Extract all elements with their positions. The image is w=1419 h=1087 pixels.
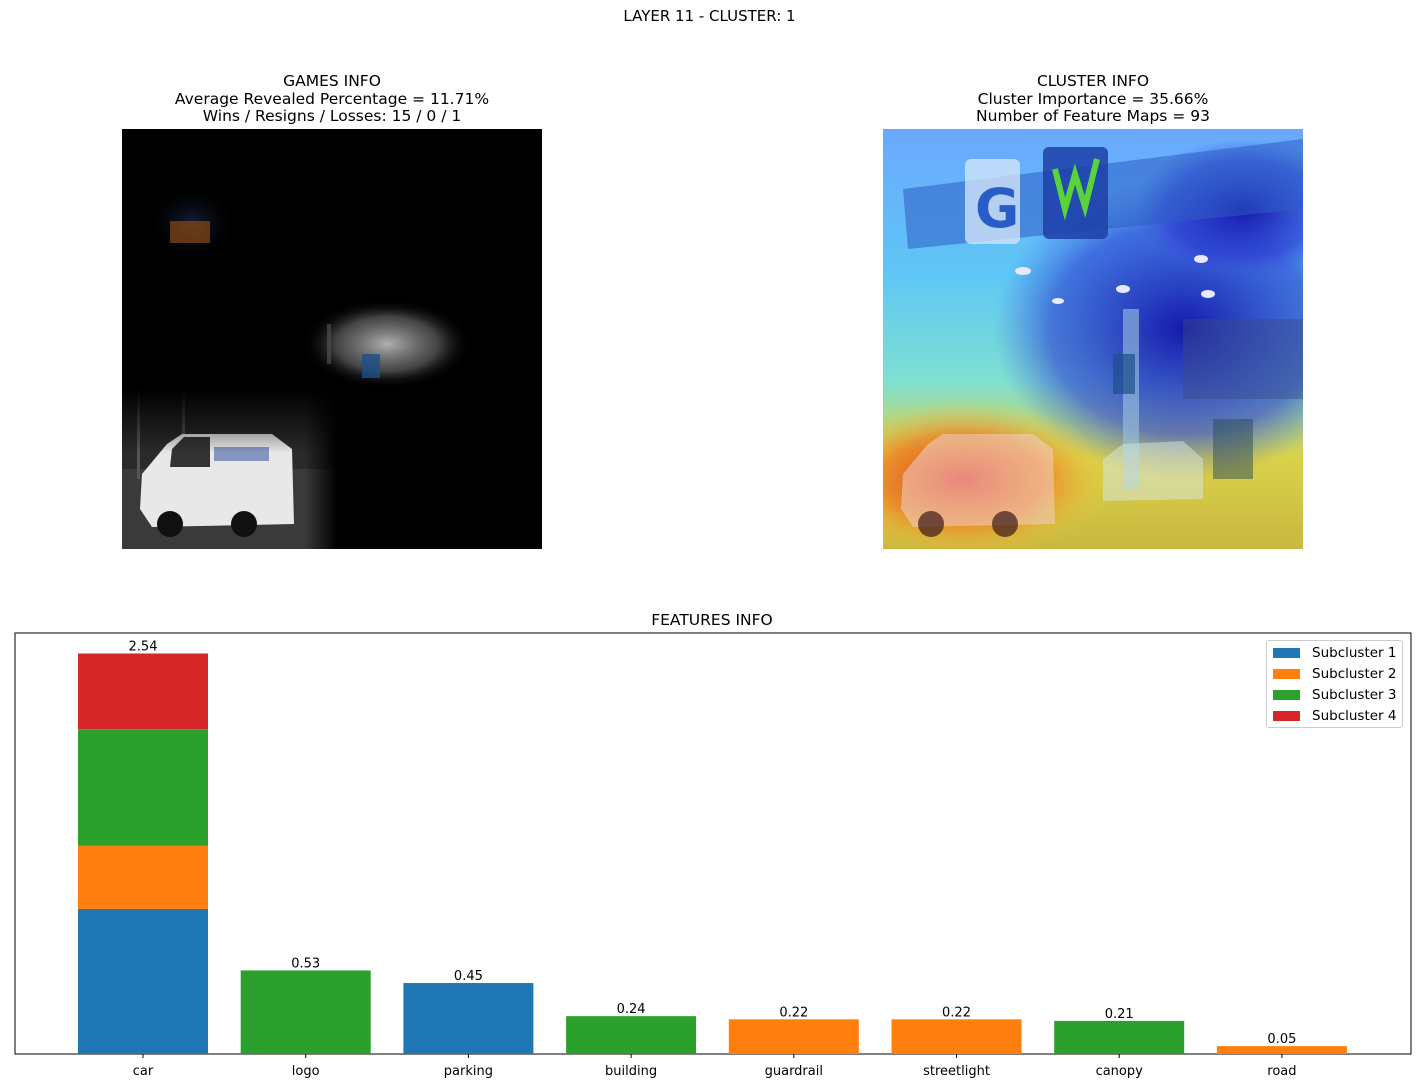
bar-guardrail-subcluster-2	[728, 1019, 859, 1054]
data-label-guardrail: 0.22	[779, 1005, 808, 1020]
x-tick-label-guardrail: guardrail	[765, 1064, 823, 1079]
bar-car-subcluster-3	[78, 729, 208, 846]
bar-logo-subcluster-3	[240, 970, 371, 1054]
bar-parking-subcluster-1	[403, 983, 534, 1054]
cluster-heatmap-image: G	[883, 129, 1303, 549]
legend-swatch	[1273, 648, 1300, 658]
legend-item-subcluster-2: Subcluster 2	[1273, 665, 1397, 683]
cluster-info-title: CLUSTER INFO	[1036, 72, 1150, 90]
legend-label: Subcluster 4	[1312, 708, 1397, 724]
bar-road-subcluster-2	[1216, 1046, 1347, 1054]
data-label-car: 2.54	[129, 639, 158, 654]
bar-building-subcluster-3	[566, 1016, 697, 1054]
legend-label: Subcluster 3	[1312, 687, 1397, 703]
x-tick-label-road: road	[1267, 1064, 1296, 1079]
chart-legend: Subcluster 1 Subcluster 2 Subcluster 3 Subc…	[1266, 640, 1403, 728]
x-tick-label-car: car	[133, 1064, 154, 1079]
data-label-canopy: 0.21	[1105, 1007, 1134, 1022]
legend-label: Subcluster 1	[1312, 645, 1397, 661]
bar-streetlight-subcluster-2	[891, 1019, 1022, 1054]
legend-swatch	[1273, 690, 1300, 700]
legend-label: Subcluster 2	[1312, 666, 1397, 682]
labels-layer: 2.54 car 0.53 logo 0.45 parking 0.24 building 0.…	[129, 639, 1297, 1079]
x-tick-label-canopy: canopy	[1096, 1064, 1144, 1079]
x-tick-label-building: building	[605, 1064, 657, 1079]
legend-swatch	[1273, 711, 1300, 721]
legend-item-subcluster-3: Subcluster 3	[1273, 686, 1397, 704]
average-revealed-percentage: Average Revealed Percentage = 11.71%	[174, 89, 490, 108]
legend-item-subcluster-1: Subcluster 1	[1273, 644, 1397, 662]
x-tick-label-streetlight: streetlight	[923, 1064, 990, 1079]
cluster-importance: Cluster Importance = 35.66%	[977, 89, 1209, 108]
chart-plot-frame	[14, 632, 1412, 1055]
games-info-header: GAMES INFO Average Revealed Percentage =…	[32, 72, 632, 126]
bar-canopy-subcluster-3	[1054, 1020, 1185, 1054]
chart-title: FEATURES INFO	[651, 611, 773, 629]
bar-car-subcluster-2	[78, 845, 208, 909]
games-info-title: GAMES INFO	[283, 72, 381, 90]
masked-revealed-image	[122, 129, 542, 549]
data-label-streetlight: 0.22	[942, 1005, 971, 1020]
revealed-image-art	[122, 129, 542, 549]
data-label-building: 0.24	[617, 1002, 646, 1017]
data-label-logo: 0.53	[291, 956, 320, 971]
figure-title: LAYER 11 - CLUSTER: 1	[623, 7, 796, 25]
data-label-parking: 0.45	[454, 969, 483, 984]
number-of-feature-maps: Number of Feature Maps = 93	[976, 107, 1210, 125]
legend-swatch	[1273, 669, 1300, 679]
x-tick-label-parking: parking	[444, 1064, 493, 1079]
data-label-road: 0.05	[1267, 1032, 1296, 1047]
cluster-info-header: CLUSTER INFO Cluster Importance = 35.66%…	[793, 72, 1393, 126]
bars-layer	[78, 653, 1347, 1054]
x-tick-label-logo: logo	[292, 1064, 320, 1079]
svg-text:G: G	[975, 177, 1019, 240]
bar-car-subcluster-1	[78, 908, 208, 1054]
legend-item-subcluster-4: Subcluster 4	[1273, 707, 1397, 725]
heatmap-overlay-art: G	[883, 129, 1303, 549]
bar-car-subcluster-4	[78, 653, 208, 730]
wins-resigns-losses: Wins / Resigns / Losses: 15 / 0 / 1	[202, 107, 462, 125]
